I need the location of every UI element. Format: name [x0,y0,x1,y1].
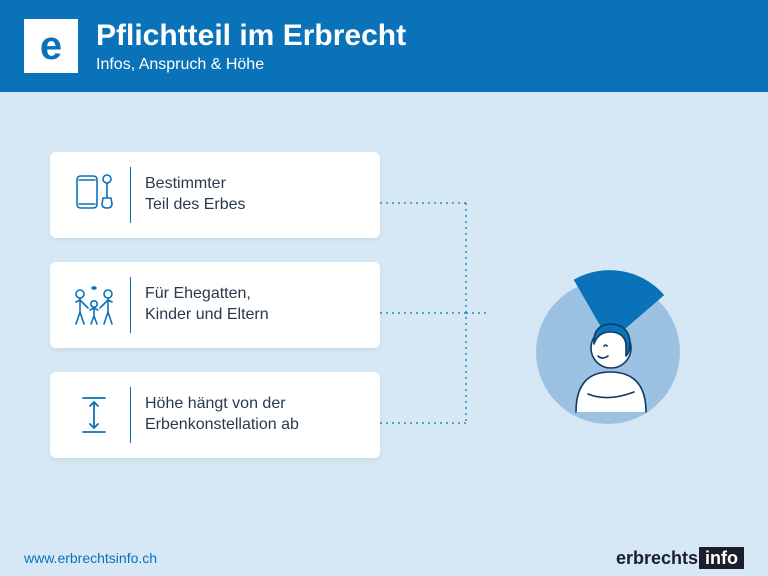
content-area: Bestimmter Teil des Erbes [0,92,768,540]
card-divider [130,167,131,223]
card-line2: Kinder und Eltern [145,306,269,323]
document-stamp-icon [68,167,120,223]
card-family: Für Ehegatten, Kinder und Eltern [50,262,380,348]
card-line1: Bestimmter [145,175,226,192]
header-bar: e Pflichtteil im Erbrecht Infos, Anspruc… [0,0,768,92]
footer-brand: erbrechtsinfo [616,548,744,569]
card-line2: Erbenkonstellation ab [145,416,299,433]
page-title: Pflichtteil im Erbrecht [96,19,406,52]
card-height: Höhe hängt von der Erbenkonstellation ab [50,372,380,458]
card-text: Bestimmter Teil des Erbes [145,174,246,216]
footer-url: www.erbrechtsinfo.ch [24,550,157,566]
family-icon [68,277,120,333]
page-subtitle: Infos, Anspruch & Höhe [96,56,406,74]
card-erbteil: Bestimmter Teil des Erbes [50,152,380,238]
pie-chart [518,252,698,437]
logo-letter: e [40,24,62,69]
footer: www.erbrechtsinfo.ch erbrechtsinfo [0,540,768,576]
brand-left: erbrechts [616,548,698,568]
card-line2: Teil des Erbes [145,196,246,213]
height-arrows-icon [68,387,120,443]
info-cards: Bestimmter Teil des Erbes [50,152,380,458]
card-text: Für Ehegatten, Kinder und Eltern [145,284,269,326]
card-line1: Für Ehegatten, [145,285,251,302]
card-text: Höhe hängt von der Erbenkonstellation ab [145,394,299,436]
brand-right: info [699,547,744,569]
card-line1: Höhe hängt von der [145,395,286,412]
logo-badge: e [24,19,78,73]
card-divider [130,277,131,333]
header-text: Pflichtteil im Erbrecht Infos, Anspruch … [96,19,406,74]
card-divider [130,387,131,443]
